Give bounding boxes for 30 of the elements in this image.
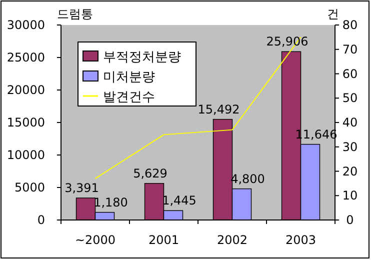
y2-tick-label: 30 [342, 140, 358, 154]
data-label: 1,445 [162, 194, 196, 208]
y2-tick-label: 20 [342, 164, 358, 178]
data-label: 3,391 [64, 180, 99, 195]
y-axis-title: 드럼통 [57, 7, 93, 21]
y-tick-label: 25000 [6, 50, 45, 64]
y-tick-label: 20000 [6, 83, 45, 97]
y2-tick-label: 60 [342, 66, 358, 81]
y-tick-label: 0 [37, 213, 45, 227]
y-tick-label: 15000 [6, 116, 45, 130]
legend-label: 발견건수 [103, 90, 155, 105]
y2-axis-title: 건 [327, 7, 339, 21]
y-tick-label: 30000 [6, 18, 45, 32]
y2-tick-label: 50 [342, 91, 358, 106]
data-label: 1,180 [94, 195, 128, 210]
legend-label: 미처분량 [103, 70, 155, 85]
y2-tick-label: 10 [342, 188, 358, 203]
y2-tick-label: 70 [342, 42, 358, 56]
y2-tick-label: 0 [346, 213, 354, 227]
y2-tick-label: 40 [342, 116, 358, 130]
x-tick-label: ~2000 [74, 233, 116, 247]
x-tick-label: 2003 [285, 233, 316, 247]
legend-label: 부적정처분량 [103, 50, 181, 65]
x-tick-label: 2002 [216, 233, 248, 247]
y-tick-label: 10000 [6, 148, 45, 162]
x-tick-label: 2001 [148, 233, 180, 247]
data-label: 5,629 [133, 166, 168, 180]
y2-tick-label: 80 [342, 18, 358, 32]
y-tick-label: 5000 [14, 180, 45, 194]
data-label: 15,492 [198, 102, 240, 116]
